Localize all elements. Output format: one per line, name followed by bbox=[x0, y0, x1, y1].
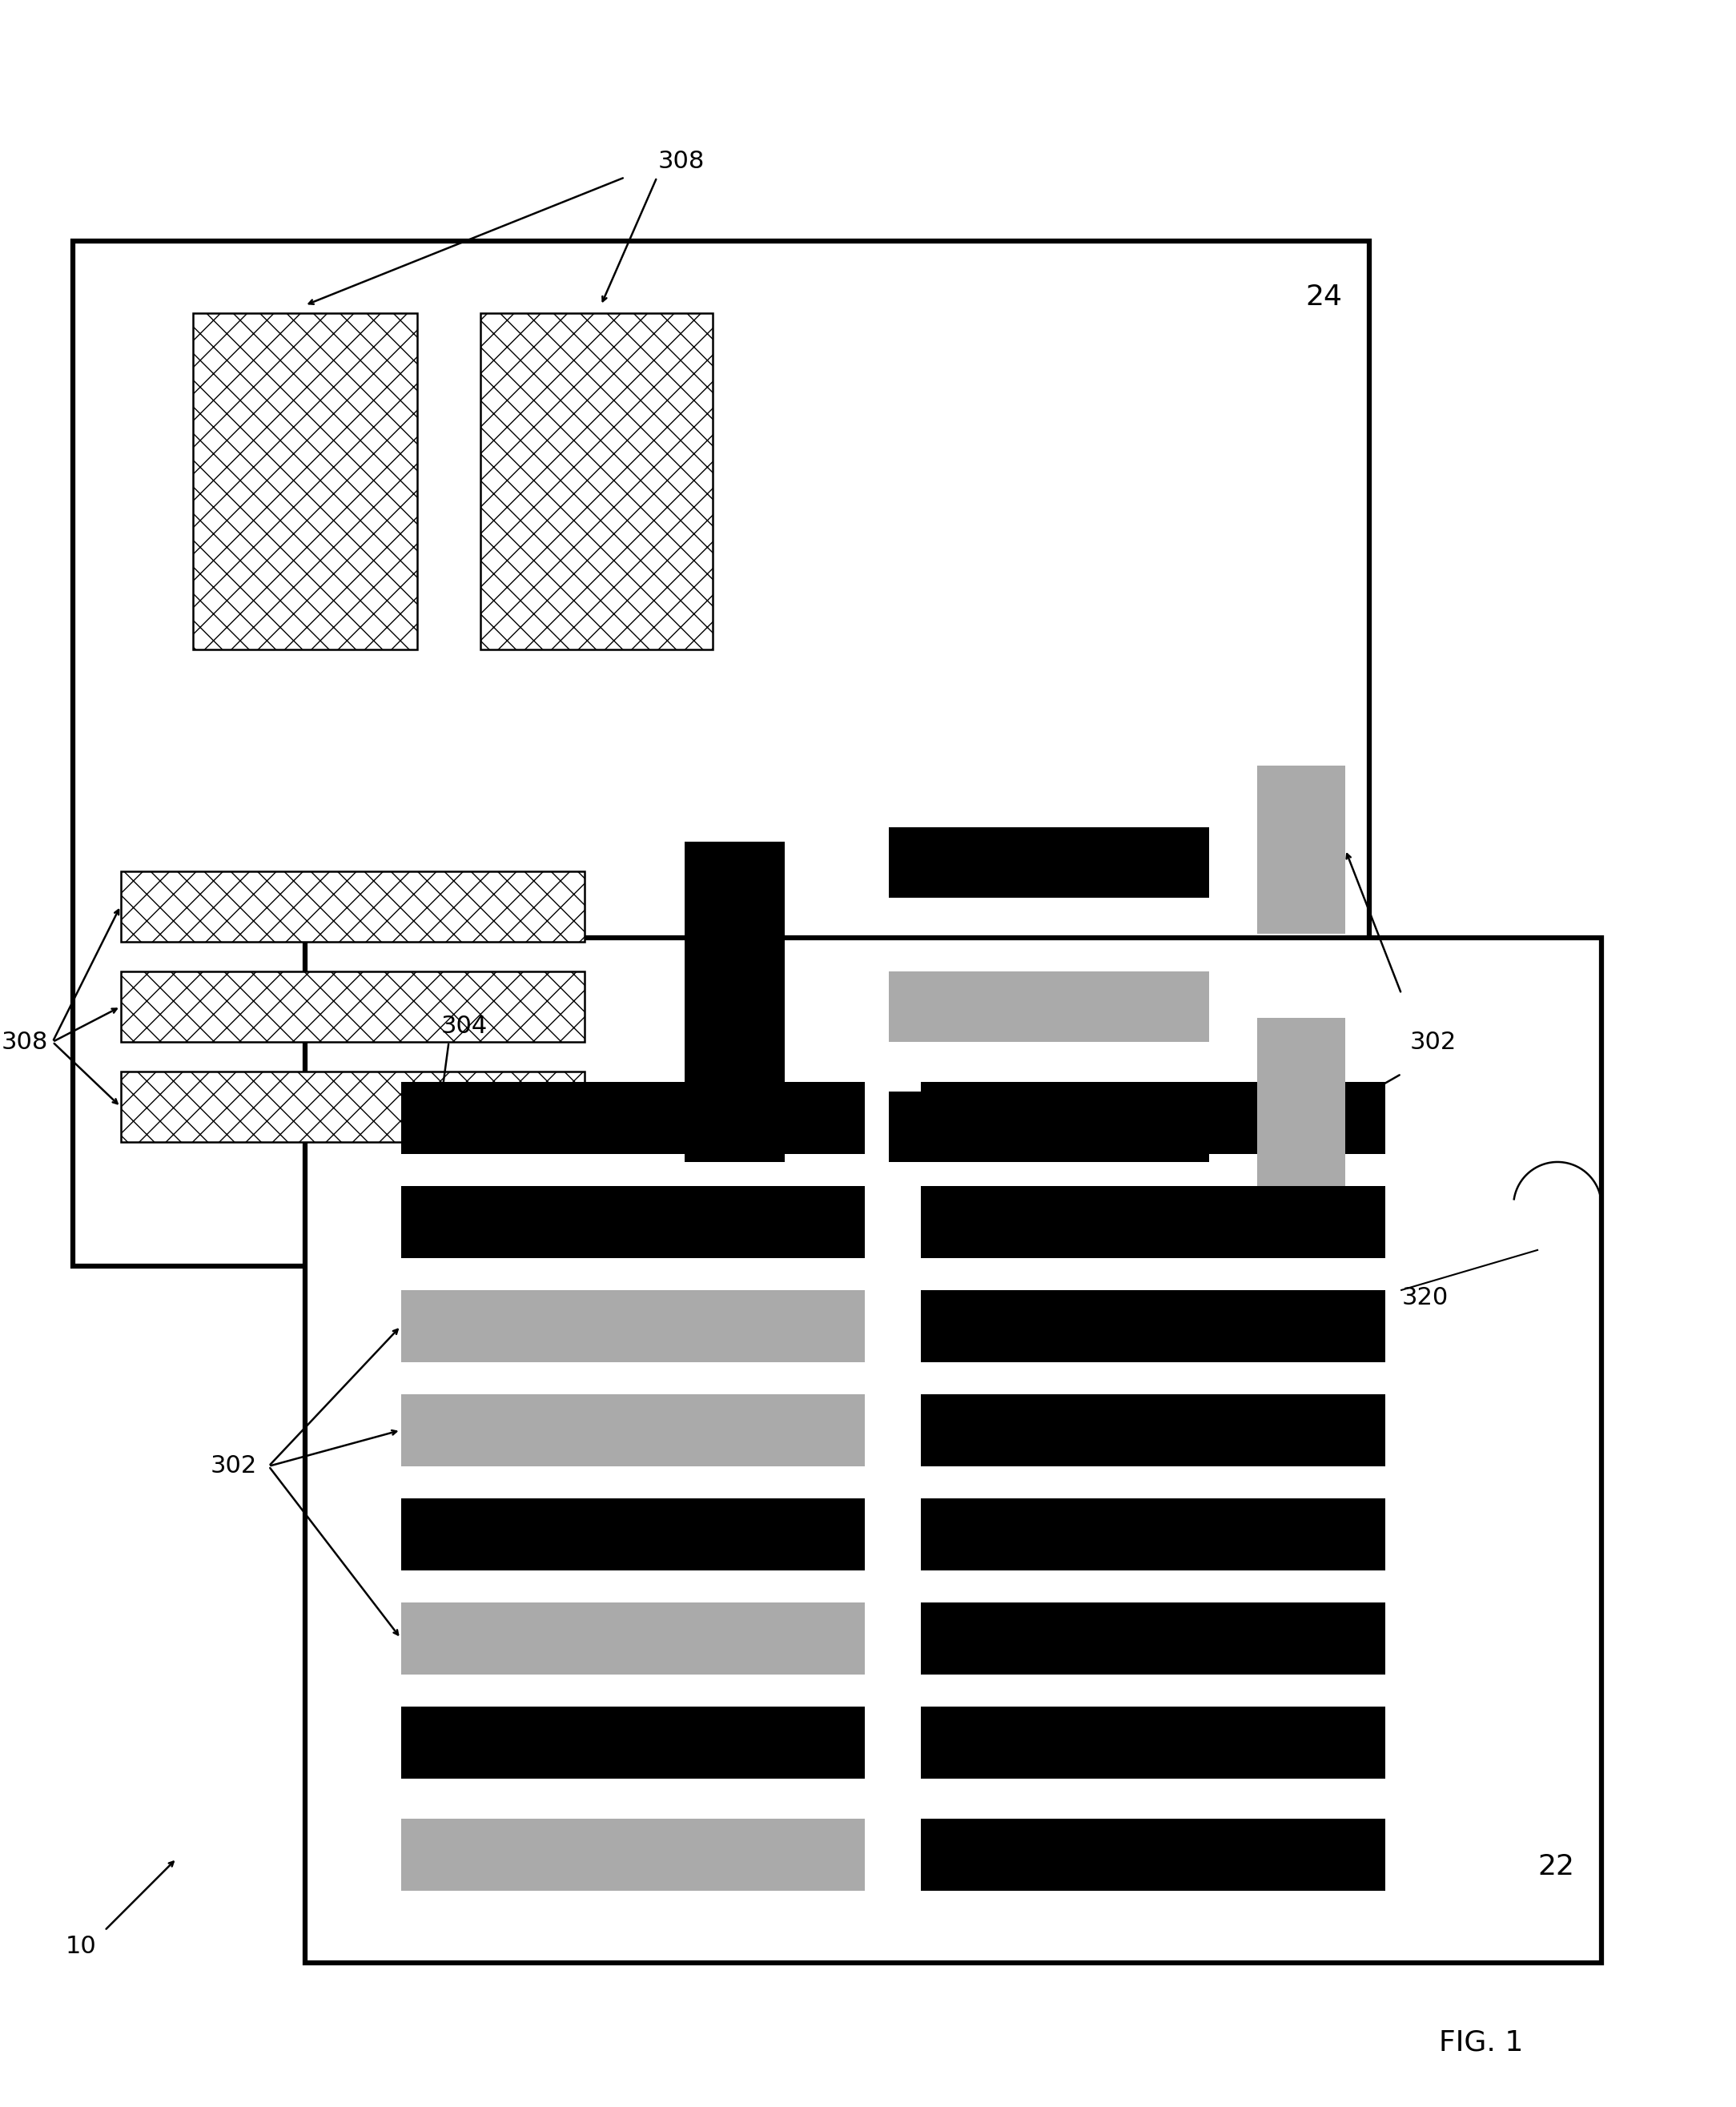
Bar bbox=[1257, 1018, 1345, 1186]
Bar bbox=[889, 971, 1210, 1041]
Bar bbox=[922, 1081, 1385, 1155]
Bar bbox=[889, 1091, 1210, 1161]
Bar bbox=[922, 1707, 1385, 1778]
Bar bbox=[922, 1601, 1385, 1675]
Bar bbox=[922, 1818, 1385, 1890]
Bar bbox=[922, 1289, 1385, 1361]
Bar bbox=[120, 872, 585, 942]
Bar bbox=[306, 938, 1602, 1962]
Text: 302: 302 bbox=[210, 1454, 257, 1477]
Bar bbox=[401, 1289, 865, 1361]
Bar bbox=[481, 314, 713, 649]
Bar bbox=[401, 1818, 865, 1890]
Bar bbox=[401, 1186, 865, 1258]
Bar bbox=[922, 1395, 1385, 1466]
Bar bbox=[401, 1081, 865, 1155]
Bar bbox=[401, 1601, 865, 1675]
Text: 10: 10 bbox=[64, 1934, 95, 1957]
Text: 320: 320 bbox=[1401, 1287, 1448, 1311]
Bar bbox=[73, 242, 1370, 1266]
Text: 24: 24 bbox=[1305, 284, 1342, 312]
Bar bbox=[922, 1498, 1385, 1570]
Bar bbox=[120, 1072, 585, 1142]
Text: 308: 308 bbox=[2, 1030, 49, 1054]
Text: 308: 308 bbox=[658, 150, 705, 173]
Bar bbox=[120, 1072, 585, 1142]
Bar bbox=[401, 1498, 865, 1570]
Text: 302: 302 bbox=[1410, 1030, 1457, 1054]
Bar bbox=[481, 314, 713, 649]
Bar bbox=[120, 971, 585, 1041]
Bar bbox=[922, 1186, 1385, 1258]
Text: 304: 304 bbox=[441, 1013, 488, 1037]
Bar bbox=[193, 314, 417, 649]
Bar bbox=[686, 841, 785, 1161]
Bar bbox=[193, 314, 417, 649]
Text: 22: 22 bbox=[1538, 1852, 1575, 1879]
Bar bbox=[401, 1395, 865, 1466]
Bar bbox=[889, 828, 1210, 898]
Text: FIG. 1: FIG. 1 bbox=[1439, 2029, 1524, 2056]
Bar bbox=[120, 872, 585, 942]
Bar bbox=[1257, 765, 1345, 933]
Bar bbox=[120, 971, 585, 1041]
Bar bbox=[401, 1707, 865, 1778]
